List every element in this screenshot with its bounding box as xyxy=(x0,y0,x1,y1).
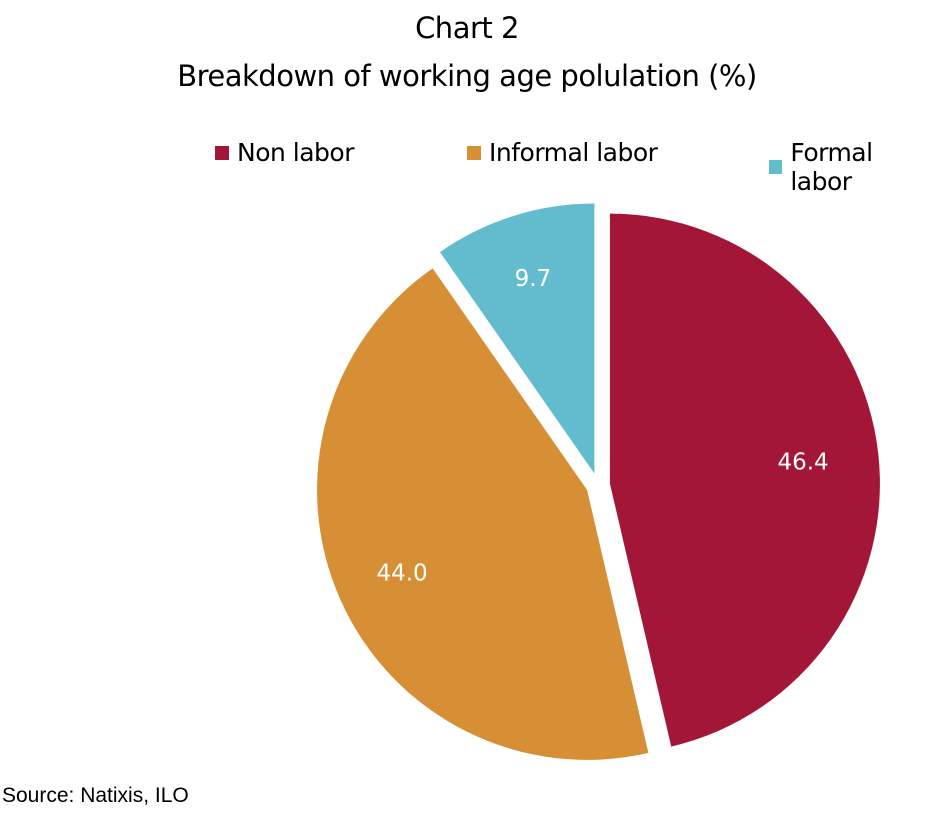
legend-item-informal-labor: Informal labor xyxy=(467,138,658,167)
legend-swatch-non-labor xyxy=(215,145,229,160)
data-label-formal-labor: 9.7 xyxy=(515,266,552,292)
legend-swatch-informal-labor xyxy=(467,145,481,160)
legend-label-non-labor: Non labor xyxy=(237,138,355,167)
data-label-non-labor: 46.4 xyxy=(777,449,828,475)
chart-legend: Non labor Informal labor Formal labor xyxy=(0,138,934,196)
legend-item-non-labor: Non labor xyxy=(215,138,355,167)
pie-slice-informal-labor xyxy=(317,268,649,760)
source-note: Source: Natixis, ILO xyxy=(2,784,189,807)
chart-title-block: Chart 2 Breakdown of working age polulat… xyxy=(0,4,934,100)
pie-slice-formal-labor xyxy=(439,203,595,474)
chart-subtitle: Breakdown of working age polulation (%) xyxy=(177,59,757,93)
legend-item-formal-labor: Formal labor xyxy=(769,138,934,196)
legend-label-informal-labor: Informal labor xyxy=(489,138,658,167)
chart-title: Chart 2 xyxy=(415,11,519,45)
data-label-informal-labor: 44.0 xyxy=(376,560,427,586)
legend-label-formal-labor: Formal labor xyxy=(790,138,873,196)
pie-slice-non-labor xyxy=(609,213,880,747)
legend-swatch-formal-labor xyxy=(769,160,783,174)
